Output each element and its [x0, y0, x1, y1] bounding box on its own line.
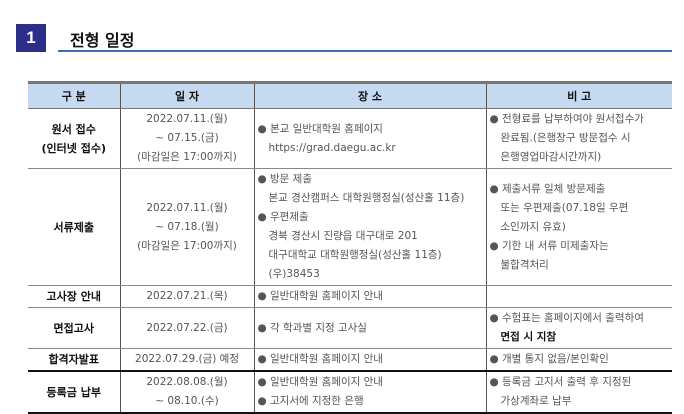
note-cell-line: ● 수험표는 홈페이지에서 출력하여 [489, 312, 644, 324]
place-cell-line: ● 우편제출 [257, 211, 309, 223]
category-cell-line: 원서 접수 [51, 122, 96, 136]
place-cell: ● 각 학과별 지정 고사실 [253, 307, 486, 349]
category-cell: 고사장 안내 [28, 285, 120, 308]
date-cell-line: ~ 07.18.(월) [155, 220, 219, 233]
place-cell-line: 대구대학교 대학원행정실(성산홀 11층) [268, 249, 442, 261]
section-number: 1 [16, 24, 46, 52]
date-cell: 2022.07.22.(금) [119, 307, 254, 349]
place-cell: ● 일반대학원 홈페이지 안내 ● 고지서에 지정한 은행 [253, 370, 486, 414]
header-date: 일 자 [119, 81, 254, 109]
note-cell-line: 불합격처리 [500, 258, 549, 271]
note-cell-line: 완료됨.(은행창구 방문접수 시 [500, 132, 631, 144]
date-cell-line: 2022.07.21.(목) [146, 290, 228, 302]
place-cell-line: ● 본교 일반대학원 홈페이지 [257, 122, 383, 135]
date-cell: 2022.08.08.(월) ~ 08.10.(수) [119, 370, 254, 414]
date-cell-line: ~ 08.10.(수) [155, 395, 219, 407]
date-cell-line: (마감일은 17:00까지) [137, 151, 237, 163]
category-cell-line: 면접고사 [53, 321, 94, 335]
note-cell-line: 은행영업마감시간까지) [500, 151, 602, 163]
place-cell-line: 본교 경산캠퍼스 대학원행정실(성산홀 11층) [268, 192, 465, 204]
date-cell-line: 2022.07.22.(금) [146, 321, 228, 334]
note-cell-line: 또는 우편제출(07.18일 우편 [500, 201, 629, 214]
section-title: 전형 일정 [70, 31, 135, 50]
date-cell: 2022.07.21.(목) [119, 285, 254, 308]
date-cell: 2022.07.11.(월) ~ 07.18.(월) (마감일은 17:00까지) [119, 168, 254, 286]
place-cell-line: ● 고지서에 지정한 은행 [257, 395, 364, 407]
place-cell-line: ● 일반대학원 홈페이지 안내 [257, 376, 383, 388]
place-cell: ● 일반대학원 홈페이지 안내 [253, 285, 486, 308]
date-cell-line: ~ 07.15.(금) [155, 132, 219, 144]
place-cell-line: ● 일반대학원 홈페이지 안내 [257, 290, 383, 302]
place-cell-line: 경북 경산시 진량읍 대구대로 201 [268, 230, 418, 242]
category-cell: 합격자발표 [28, 348, 120, 372]
table-row: 고사장 안내 2022.07.21.(목) ● 일반대학원 홈페이지 안내 [28, 285, 672, 308]
place-cell-line: ● 각 학과별 지정 고사실 [257, 321, 367, 334]
date-cell-line: 2022.07.11.(월) [146, 113, 228, 125]
place-cell-line: ● 방문 제출 [257, 173, 312, 185]
date-cell-line: 2022.07.11.(월) [146, 201, 228, 214]
place-cell-line: ● 일반대학원 홈페이지 안내 [257, 353, 383, 365]
category-cell-line: 서류제출 [53, 220, 94, 234]
table-row: 등록금 납부 2022.08.08.(월) ~ 08.10.(수) ● 일반대학원 홈… [28, 370, 672, 414]
note-cell-line: ● 제출서류 일체 방문제출 [489, 182, 606, 195]
place-cell: ● 일반대학원 홈페이지 안내 [253, 348, 486, 372]
table-row: 합격자발표 2022.07.29.(금) 예정 ● 일반대학원 홈페이지 안내 ● 개… [28, 348, 672, 372]
place-cell: ● 본교 일반대학원 홈페이지 https://grad.daegu.ac.kr [253, 108, 486, 169]
title-underline [58, 50, 672, 52]
category-cell: 등록금 납부 [28, 370, 120, 414]
note-cell-line: ● 전형료를 납부하여야 원서접수가 [489, 113, 644, 125]
schedule-table: 구 분 일 자 장 소 비 고 원서 접수 (인터넷 접수) 2022.07.11.… [28, 81, 672, 414]
date-cell: 2022.07.29.(금) 예정 [119, 348, 254, 372]
note-cell: ● 개별 통지 없음/본인확인 [485, 348, 672, 372]
note-cell-line: ● 등록금 고지서 출력 후 지정된 [489, 376, 632, 388]
note-cell-line: 가상계좌로 납부 [500, 395, 572, 407]
category-cell: 원서 접수 (인터넷 접수) [28, 108, 120, 169]
table-row: 서류제출 2022.07.11.(월) ~ 07.18.(월) (마감일은 17:00… [28, 168, 672, 286]
date-cell-line: 2022.07.29.(금) 예정 [135, 353, 239, 365]
note-cell-line: 소인까지 유효) [500, 220, 566, 233]
category-cell: 서류제출 [28, 168, 120, 286]
date-cell: 2022.07.11.(월) ~ 07.15.(금) (마감일은 17:00까지) [119, 108, 254, 169]
note-cell-line: ● 개별 통지 없음/본인확인 [489, 353, 609, 365]
note-cell-line: 면접 시 지참 [500, 331, 557, 343]
place-cell-line: https://grad.daegu.ac.kr [268, 141, 396, 154]
category-cell-line: (인터넷 접수) [41, 141, 106, 155]
note-cell-line: ● 기한 내 서류 미제출자는 [489, 239, 609, 252]
category-cell-line: 고사장 안내 [46, 290, 101, 303]
header-note: 비 고 [485, 81, 672, 109]
category-cell-line: 합격자발표 [48, 353, 100, 366]
date-cell-line: (마감일은 17:00까지) [137, 239, 237, 252]
place-cell-line: (우)38453 [268, 268, 320, 280]
header-category: 구 분 [28, 81, 120, 109]
category-cell-line: 등록금 납부 [46, 385, 101, 399]
note-cell [485, 285, 672, 308]
header-place: 장 소 [253, 81, 486, 109]
category-cell: 면접고사 [28, 307, 120, 349]
table-row: 면접고사 2022.07.22.(금) ● 각 학과별 지정 고사실 ● 수험표는 홈… [28, 307, 672, 349]
table-row: 원서 접수 (인터넷 접수) 2022.07.11.(월) ~ 07.15.(금) (마… [28, 108, 672, 169]
date-cell-line: 2022.08.08.(월) [146, 376, 228, 388]
